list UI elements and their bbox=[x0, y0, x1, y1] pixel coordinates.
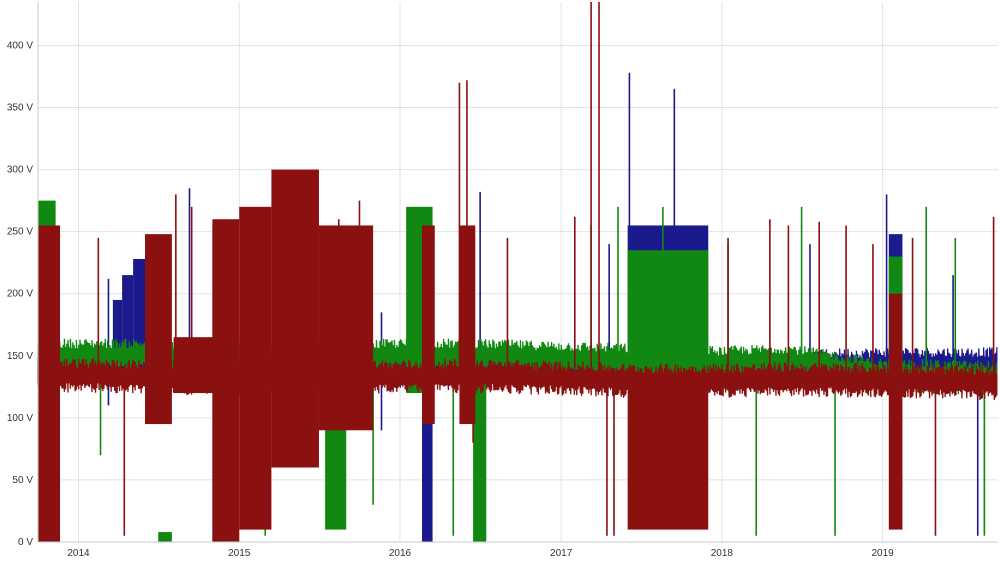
y-tick-label: 250 V bbox=[7, 227, 33, 238]
series-0-band bbox=[122, 275, 134, 350]
series-0-band bbox=[133, 258, 146, 356]
series-2-band bbox=[888, 293, 903, 530]
x-tick-label: 2017 bbox=[550, 548, 573, 559]
series-2 bbox=[37, 2, 998, 542]
plot-area bbox=[37, 2, 998, 543]
series-1-band bbox=[158, 532, 172, 542]
series-0-band bbox=[112, 299, 123, 356]
x-tick-label: 2015 bbox=[228, 548, 251, 559]
series-0 bbox=[37, 72, 998, 543]
y-tick-label: 350 V bbox=[7, 103, 33, 114]
x-tick-label: 2019 bbox=[871, 548, 894, 559]
y-tick-label: 200 V bbox=[7, 289, 33, 300]
series-2-band bbox=[422, 225, 435, 425]
y-tick-label: 300 V bbox=[7, 165, 33, 176]
grid bbox=[38, 2, 998, 543]
x-tick-label: 2016 bbox=[389, 548, 412, 559]
series-0-band bbox=[422, 386, 433, 542]
y-tick-label: 150 V bbox=[7, 351, 33, 362]
axes: 0 V 50 V 100 V 150 V 200 V 250 V 300 V 350 V 400… bbox=[7, 2, 998, 559]
series-2-line bbox=[37, 357, 998, 401]
x-tick-label: 2014 bbox=[67, 548, 90, 559]
y-tick-label: 0 V bbox=[18, 537, 33, 548]
y-tick-label: 50 V bbox=[12, 475, 33, 486]
series-2-band bbox=[318, 225, 374, 431]
series-1-band bbox=[473, 355, 487, 542]
y-tick-label: 400 V bbox=[7, 40, 33, 51]
series-2-band bbox=[271, 169, 319, 468]
y-tick-label: 100 V bbox=[7, 413, 33, 424]
x-tick-label: 2018 bbox=[711, 548, 734, 559]
series-2-band bbox=[627, 374, 709, 530]
series-2-band bbox=[145, 234, 172, 425]
